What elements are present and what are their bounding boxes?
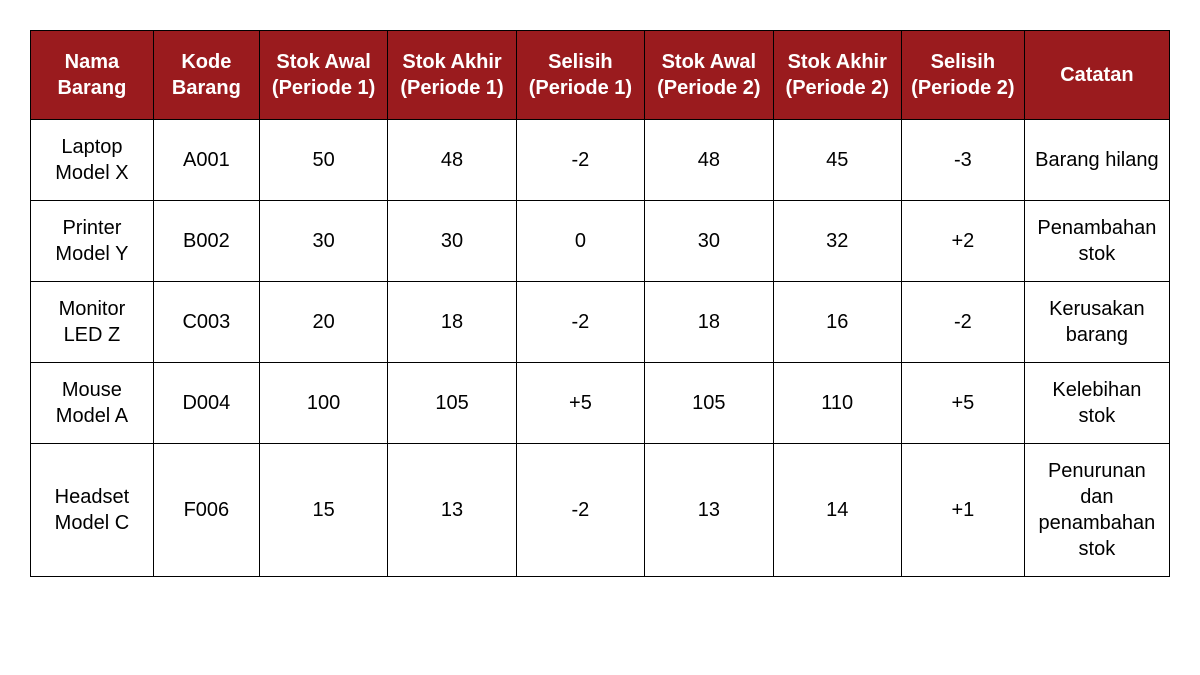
cell-stok-akhir-p2: 32 [773,201,901,282]
cell-selisih-p2: -3 [901,120,1024,201]
cell-stok-awal-p2: 18 [645,282,773,363]
cell-stok-akhir-p2: 16 [773,282,901,363]
col-header-selisih-p1: Selisih (Periode 1) [516,31,644,120]
cell-selisih-p1: -2 [516,282,644,363]
cell-stok-awal-p2: 13 [645,444,773,577]
stock-opname-table: Nama Barang Kode Barang Stok Awal (Perio… [30,30,1170,577]
cell-stok-akhir-p1: 30 [388,201,516,282]
cell-stok-awal-p1: 100 [259,363,387,444]
col-header-stok-akhir-p1: Stok Akhir (Periode 1) [388,31,516,120]
col-header-catatan: Catatan [1024,31,1169,120]
cell-kode-barang: A001 [153,120,259,201]
cell-nama-barang: Laptop Model X [31,120,154,201]
cell-selisih-p1: 0 [516,201,644,282]
table-row: Monitor LED Z C003 20 18 -2 18 16 -2 Ker… [31,282,1170,363]
cell-catatan: Barang hilang [1024,120,1169,201]
col-header-stok-awal-p1: Stok Awal (Periode 1) [259,31,387,120]
table-header-row: Nama Barang Kode Barang Stok Awal (Perio… [31,31,1170,120]
table-row: Printer Model Y B002 30 30 0 30 32 +2 Pe… [31,201,1170,282]
cell-catatan: Penurunan dan penambahan stok [1024,444,1169,577]
cell-selisih-p2: -2 [901,282,1024,363]
cell-stok-awal-p1: 50 [259,120,387,201]
table-row: Mouse Model A D004 100 105 +5 105 110 +5… [31,363,1170,444]
cell-kode-barang: C003 [153,282,259,363]
col-header-stok-awal-p2: Stok Awal (Periode 2) [645,31,773,120]
cell-kode-barang: D004 [153,363,259,444]
col-header-nama-barang: Nama Barang [31,31,154,120]
cell-stok-akhir-p1: 13 [388,444,516,577]
cell-stok-akhir-p2: 14 [773,444,901,577]
cell-stok-awal-p2: 48 [645,120,773,201]
cell-stok-awal-p2: 30 [645,201,773,282]
table-row: Laptop Model X A001 50 48 -2 48 45 -3 Ba… [31,120,1170,201]
cell-stok-awal-p1: 20 [259,282,387,363]
cell-stok-akhir-p2: 45 [773,120,901,201]
cell-nama-barang: Headset Model C [31,444,154,577]
col-header-selisih-p2: Selisih (Periode 2) [901,31,1024,120]
cell-stok-akhir-p2: 110 [773,363,901,444]
cell-stok-akhir-p1: 105 [388,363,516,444]
col-header-kode-barang: Kode Barang [153,31,259,120]
cell-stok-awal-p1: 30 [259,201,387,282]
cell-catatan: Penambahan stok [1024,201,1169,282]
cell-stok-awal-p1: 15 [259,444,387,577]
cell-nama-barang: Printer Model Y [31,201,154,282]
cell-kode-barang: B002 [153,201,259,282]
cell-stok-akhir-p1: 48 [388,120,516,201]
cell-stok-awal-p2: 105 [645,363,773,444]
col-header-stok-akhir-p2: Stok Akhir (Periode 2) [773,31,901,120]
cell-selisih-p1: -2 [516,444,644,577]
cell-selisih-p2: +5 [901,363,1024,444]
cell-stok-akhir-p1: 18 [388,282,516,363]
cell-selisih-p1: +5 [516,363,644,444]
cell-nama-barang: Monitor LED Z [31,282,154,363]
cell-selisih-p1: -2 [516,120,644,201]
cell-catatan: Kelebihan stok [1024,363,1169,444]
cell-selisih-p2: +1 [901,444,1024,577]
table-row: Headset Model C F006 15 13 -2 13 14 +1 P… [31,444,1170,577]
cell-nama-barang: Mouse Model A [31,363,154,444]
cell-selisih-p2: +2 [901,201,1024,282]
cell-catatan: Kerusakan barang [1024,282,1169,363]
cell-kode-barang: F006 [153,444,259,577]
